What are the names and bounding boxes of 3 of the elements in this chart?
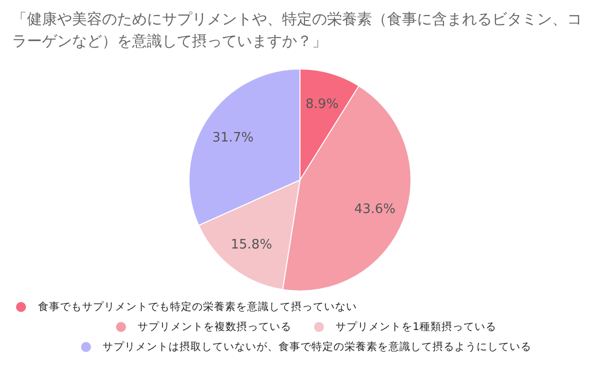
legend-label: サプリメントは摂取していないが、食事で特定の栄養素を意識して摂るようにしている — [102, 340, 532, 354]
legend-label: 食事でもサプリメントでも特定の栄養素を意識して摂っていない — [38, 300, 357, 314]
title: 「健康や美容のためにサプリメントや、特定の栄養素（食事に含まれるビタミン、コラーゲンなど）を意識して摂っていますか？」 — [12, 9, 583, 52]
